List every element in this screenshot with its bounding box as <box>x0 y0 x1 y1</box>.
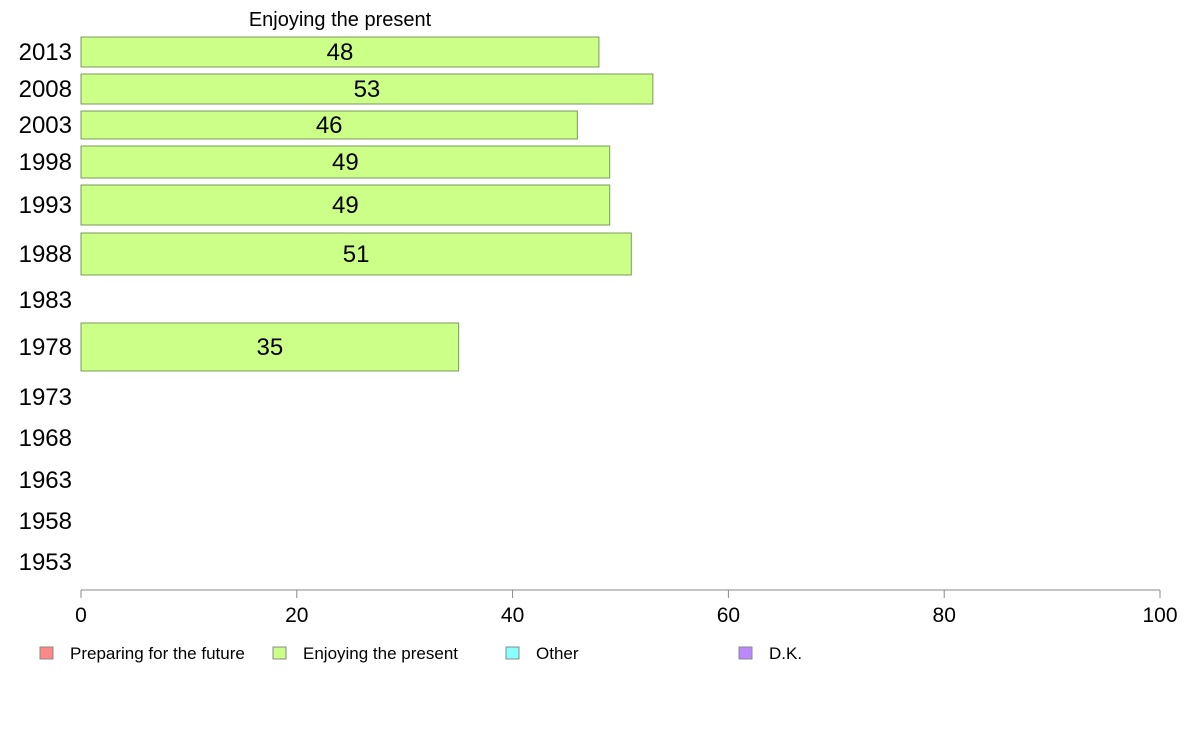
legend-swatch <box>272 646 287 660</box>
chart-title: Enjoying the present <box>249 9 432 31</box>
bar-value-label: 35 <box>256 334 283 361</box>
bar-value-label: 46 <box>316 112 343 139</box>
y-tick-label: 1953 <box>19 549 72 576</box>
x-tick-label: 60 <box>717 604 740 627</box>
y-tick-label: 1963 <box>19 467 72 494</box>
bar-value-label: 51 <box>343 241 370 268</box>
legend-swatch <box>505 646 520 660</box>
bar-value-label: 48 <box>327 39 354 66</box>
x-tick-label: 20 <box>285 604 308 627</box>
bar <box>80 110 578 140</box>
x-tick-label: 40 <box>501 604 524 627</box>
bar <box>80 145 611 179</box>
y-tick-label: 1973 <box>19 384 72 411</box>
y-axis-labels: 2013 2008 2003 1998 1993 1988 1983 1978 1973 1968… <box>19 39 72 576</box>
legend-swatch <box>738 646 753 660</box>
y-tick-label: 2003 <box>19 112 72 139</box>
bar <box>80 73 654 105</box>
y-tick-label: 1998 <box>19 149 72 176</box>
legend-label: Other <box>536 644 579 663</box>
y-tick-label: 1978 <box>19 334 72 361</box>
y-tick-label: 1958 <box>19 508 72 535</box>
x-axis: 0 20 40 60 80 100 <box>75 589 1178 627</box>
legend: Preparing for the future Enjoying the pre… <box>39 644 802 663</box>
bar <box>80 322 460 372</box>
legend-swatch <box>39 646 54 660</box>
bar-value-label: 49 <box>332 192 359 219</box>
bar-value-label: 49 <box>332 149 359 176</box>
y-tick-label: 1983 <box>19 287 72 314</box>
x-tick-label: 80 <box>933 604 956 627</box>
bar <box>80 184 611 226</box>
bar <box>80 232 632 276</box>
y-tick-label: 2008 <box>19 76 72 103</box>
bar <box>80 36 600 68</box>
y-tick-label: 1968 <box>19 425 72 452</box>
legend-label: D.K. <box>769 644 802 663</box>
bar-value-label: 53 <box>354 76 381 103</box>
legend-label: Enjoying the present <box>303 644 458 663</box>
y-tick-label: 1993 <box>19 192 72 219</box>
x-tick-label: 100 <box>1142 604 1177 627</box>
y-tick-label: 2013 <box>19 39 72 66</box>
y-tick-label: 1988 <box>19 241 72 268</box>
legend-label: Preparing for the future <box>70 644 245 663</box>
x-tick-label: 0 <box>75 604 87 627</box>
